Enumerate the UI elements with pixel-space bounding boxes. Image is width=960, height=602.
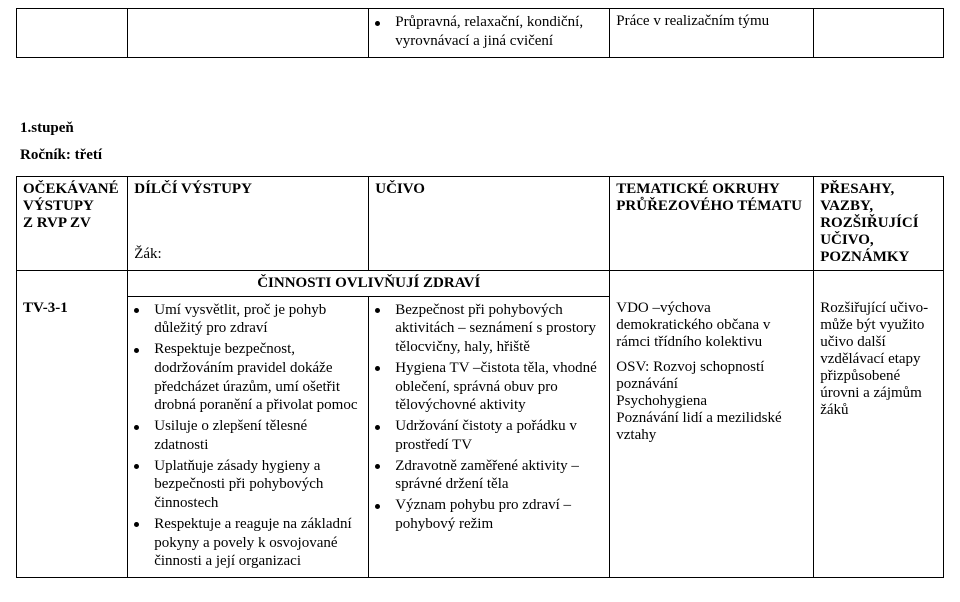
col3-line3: Psychohygiena	[616, 393, 807, 410]
list-item: Umí vysvětlit, proč je pohyb důležitý pr…	[148, 301, 362, 339]
col3-line1: VDO –výchova demokratického občana v rám…	[616, 300, 807, 351]
header-row: OČEKÁVANÉ VÝSTUPY Z RVP ZV DÍLČÍ VÝSTUPY…	[17, 176, 944, 270]
col2-cell: Bezpečnost při pohybových aktivitách – s…	[369, 296, 610, 578]
h1: DÍLČÍ VÝSTUPY	[134, 181, 362, 198]
top-cell-empty-1	[128, 9, 369, 58]
top-cell-col2: Průpravná, relaxační, kondiční, vyrovnáv…	[369, 9, 610, 58]
h1-zak: Žák:	[134, 246, 362, 263]
spacer	[616, 351, 807, 359]
top-cell-col3: Práce v realizačním týmu	[610, 9, 814, 58]
rocnik-label: Ročník: třetí	[20, 147, 944, 164]
header-col4: PŘESAHY, VAZBY, ROZŠIŘUJÍCÍ UČIVO, POZNÁ…	[814, 176, 944, 270]
top-col2-list: Průpravná, relaxační, kondiční, vyrovnáv…	[375, 13, 603, 51]
list-item: Význam pohybu pro zdraví – pohybový reži…	[389, 496, 603, 534]
col1-list: Umí vysvětlit, proč je pohyb důležitý pr…	[134, 301, 362, 572]
header-col0: OČEKÁVANÉ VÝSTUPY Z RVP ZV	[17, 176, 128, 270]
top-col3-text: Práce v realizačním týmu	[616, 13, 807, 30]
list-item: Respektuje a reaguje na základní pokyny …	[148, 515, 362, 571]
code-cell: TV-3-1	[17, 296, 128, 578]
col1-cell: Umí vysvětlit, proč je pohyb důležitý pr…	[128, 296, 369, 578]
h0a: OČEKÁVANÉ	[23, 181, 121, 198]
col3-cell: VDO –výchova demokratického občana v rám…	[610, 296, 814, 578]
header-col1: DÍLČÍ VÝSTUPY Žák:	[128, 176, 369, 270]
stupen-label: 1.stupeň	[20, 120, 944, 137]
header-col3: TEMATICKÉ OKRUHY PRŮŘEZOVÉHO TÉMATU	[610, 176, 814, 270]
content-row: TV-3-1 Umí vysvětlit, proč je pohyb důle…	[17, 296, 944, 578]
col2-list: Bezpečnost při pohybových aktivitách – s…	[375, 301, 603, 534]
col3-line2: OSV: Rozvoj schopností poznávání	[616, 359, 807, 393]
col3-line4: Poznávání lidí a mezilidské vztahy	[616, 410, 807, 444]
section-gap	[16, 58, 944, 118]
list-item: Zdravotně zaměřené aktivity – správné dr…	[389, 457, 603, 495]
top-table-row: Průpravná, relaxační, kondiční, vyrovnáv…	[17, 9, 944, 58]
h0b: VÝSTUPY	[23, 198, 121, 215]
band-cell-3	[610, 270, 814, 296]
top-cell-empty-0	[17, 9, 128, 58]
list-item: Průpravná, relaxační, kondiční, vyrovnáv…	[389, 13, 603, 51]
spacer	[134, 198, 362, 246]
page: Průpravná, relaxační, kondiční, vyrovnáv…	[0, 0, 960, 602]
band-cell-left	[17, 270, 128, 296]
h4c: ROZŠIŘUJÍCÍ	[820, 215, 937, 232]
top-cell-empty-4	[814, 9, 944, 58]
h2: UČIVO	[375, 181, 603, 198]
top-table: Průpravná, relaxační, kondiční, vyrovnáv…	[16, 8, 944, 58]
col4-text: Rozšiřující učivo-může být využito učivo…	[820, 300, 937, 419]
h0c: Z RVP ZV	[23, 215, 121, 232]
list-item: Uplatňuje zásady hygieny a bezpečnosti p…	[148, 457, 362, 513]
list-item: Hygiena TV –čistota těla, vhodné oblečen…	[389, 359, 603, 415]
list-item: Bezpečnost při pohybových aktivitách – s…	[389, 301, 603, 357]
list-item: Usiluje o zlepšení tělesné zdatnosti	[148, 417, 362, 455]
col4-cell: Rozšiřující učivo-může být využito učivo…	[814, 296, 944, 578]
h4e: POZNÁMKY	[820, 249, 937, 266]
list-item: Udržování čistoty a pořádku v prostředí …	[389, 417, 603, 455]
header-col2: UČIVO	[369, 176, 610, 270]
list-item: Respektuje bezpečnost, dodržováním pravi…	[148, 340, 362, 415]
h4d: UČIVO,	[820, 232, 937, 249]
h4a: PŘESAHY,	[820, 181, 937, 198]
h3a: TEMATICKÉ OKRUHY	[616, 181, 807, 198]
h3b: PRŮŘEZOVÉHO TÉMATU	[616, 198, 807, 215]
band-row: ČINNOSTI OVLIVŇUJÍ ZDRAVÍ	[17, 270, 944, 296]
band-cell-4	[814, 270, 944, 296]
h4b: VAZBY,	[820, 198, 937, 215]
main-table: OČEKÁVANÉ VÝSTUPY Z RVP ZV DÍLČÍ VÝSTUPY…	[16, 176, 944, 579]
band-cell: ČINNOSTI OVLIVŇUJÍ ZDRAVÍ	[128, 270, 610, 296]
